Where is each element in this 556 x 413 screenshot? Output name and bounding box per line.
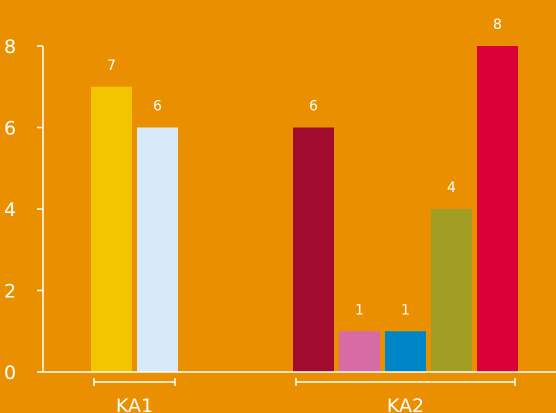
data-label: 1 bbox=[401, 302, 410, 318]
bar bbox=[293, 127, 334, 372]
data-label: 6 bbox=[309, 99, 318, 115]
bar bbox=[137, 127, 178, 372]
x-axis: KA1 KA2 bbox=[43, 371, 556, 413]
data-label: 4 bbox=[447, 180, 456, 196]
data-label: 6 bbox=[153, 99, 162, 115]
y-tick-label: 8 bbox=[4, 36, 16, 58]
y-tick-label: 2 bbox=[4, 281, 16, 303]
data-label: 7 bbox=[107, 58, 116, 74]
data-label: 8 bbox=[493, 17, 502, 33]
y-tick-label: 4 bbox=[4, 199, 16, 221]
bar bbox=[477, 46, 518, 372]
bars: 7 6 6 1 1 4 8 bbox=[91, 17, 518, 372]
y-axis: 0 2 4 6 8 bbox=[4, 36, 44, 384]
bar bbox=[385, 331, 426, 372]
data-label: 1 bbox=[355, 302, 364, 318]
y-tick-label: 0 bbox=[4, 362, 16, 384]
bar bbox=[431, 209, 472, 372]
category-label: KA2 bbox=[387, 395, 424, 413]
bar bbox=[91, 86, 132, 372]
y-tick-label: 6 bbox=[4, 118, 16, 140]
bar bbox=[339, 331, 380, 372]
category-label: KA1 bbox=[116, 395, 153, 413]
